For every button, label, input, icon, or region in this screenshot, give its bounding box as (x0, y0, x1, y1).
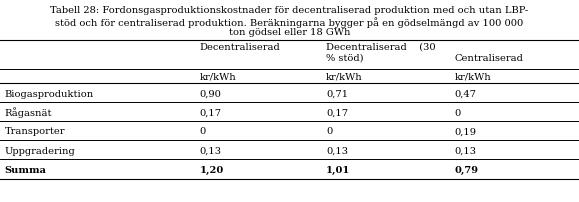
Text: 0,17: 0,17 (326, 108, 348, 117)
Text: 0,17: 0,17 (200, 108, 222, 117)
Text: 0: 0 (455, 108, 461, 117)
Text: kr/kWh: kr/kWh (326, 72, 362, 81)
Text: 0,47: 0,47 (455, 89, 477, 98)
Text: Biogasproduktion: Biogasproduktion (5, 89, 94, 98)
Text: 0,13: 0,13 (326, 146, 348, 155)
Text: Transporter: Transporter (5, 127, 65, 136)
Text: Decentraliserad    (30: Decentraliserad (30 (326, 43, 435, 52)
Text: 0,71: 0,71 (326, 89, 348, 98)
Text: 1,01: 1,01 (326, 165, 350, 174)
Text: 0,19: 0,19 (455, 127, 477, 136)
Text: Uppgradering: Uppgradering (5, 146, 75, 155)
Text: ton gödsel eller 18 GWh: ton gödsel eller 18 GWh (229, 28, 350, 37)
Text: 0,13: 0,13 (200, 146, 222, 155)
Text: 0,13: 0,13 (455, 146, 477, 155)
Text: Tabell 28: Fordonsgasproduktionskostnader för decentraliserad produktion med och: Tabell 28: Fordonsgasproduktionskostnade… (50, 6, 529, 15)
Text: Summa: Summa (5, 165, 47, 174)
Text: kr/kWh: kr/kWh (455, 72, 491, 81)
Text: Decentraliserad: Decentraliserad (200, 43, 280, 52)
Text: stöd och för centraliserad produktion. Beräkningarna bygger på en gödselmängd av: stöd och för centraliserad produktion. B… (56, 17, 523, 28)
Text: 0,79: 0,79 (455, 165, 478, 174)
Text: 0: 0 (326, 127, 332, 136)
Text: kr/kWh: kr/kWh (200, 72, 236, 81)
Text: 1,20: 1,20 (200, 165, 224, 174)
Text: % stöd): % stöd) (326, 54, 364, 63)
Text: Centraliserad: Centraliserad (455, 54, 523, 63)
Text: 0,90: 0,90 (200, 89, 222, 98)
Text: 0: 0 (200, 127, 206, 136)
Text: Rågasnät: Rågasnät (5, 107, 52, 118)
